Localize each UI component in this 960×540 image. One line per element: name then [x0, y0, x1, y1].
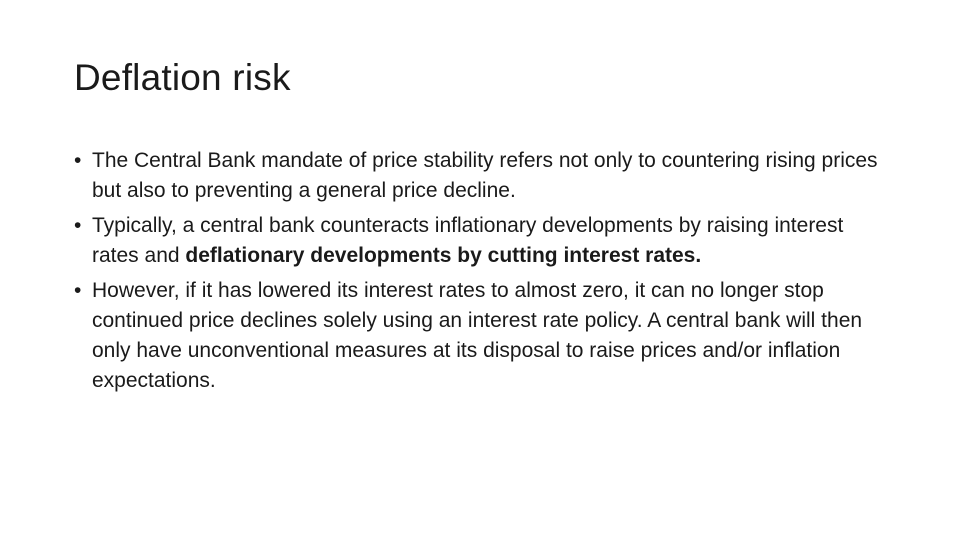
- bullet-icon: •: [74, 214, 82, 237]
- slide-title: Deflation risk: [74, 57, 291, 98]
- bullet-text: The Central Bank mandate of price stabil…: [92, 149, 878, 202]
- bullet-text-plain: Typically, a central bank counteracts in…: [92, 214, 844, 267]
- bullet-icon: •: [74, 279, 82, 302]
- bullet-text-bold: deflationary developments by cutting int…: [185, 244, 702, 267]
- bullet-icon: •: [74, 149, 82, 172]
- bullet-list: • The Central Bank mandate of price stab…: [74, 146, 894, 401]
- bullet-text: However, if it has lowered its interest …: [92, 279, 863, 392]
- bullet-text: Typically, a central bank counteracts in…: [92, 211, 894, 271]
- bullet-item: • The Central Bank mandate of price stab…: [74, 146, 894, 206]
- bullet-item: • Typically, a central bank counteracts …: [74, 211, 894, 271]
- bullet-item: • However, if it has lowered its interes…: [74, 276, 894, 396]
